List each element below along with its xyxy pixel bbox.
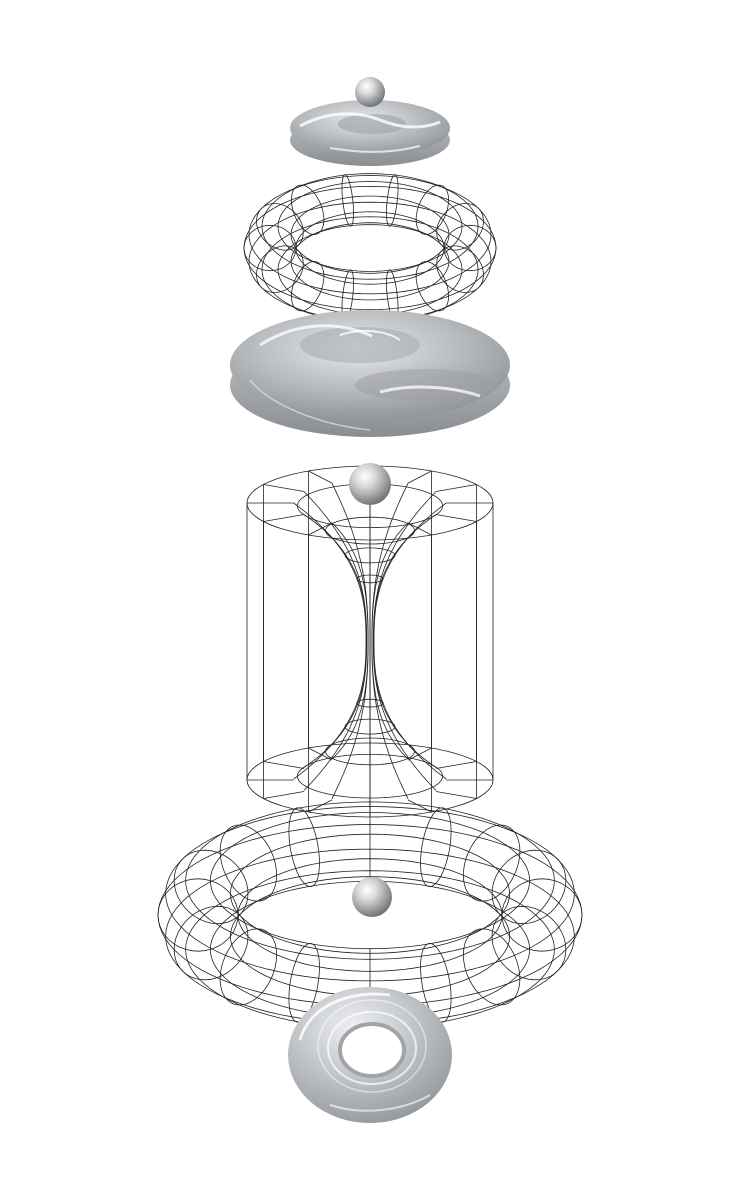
torus-meridian-line <box>462 928 521 1006</box>
sphere-lower <box>352 877 392 917</box>
torus-ring-line <box>261 173 479 280</box>
funnel-rim-spoke <box>308 470 333 484</box>
funnel-meridian-line <box>303 514 367 791</box>
torus-meridian-line <box>256 245 304 293</box>
torus-meridian-line <box>291 261 325 312</box>
funnel-meridian-line <box>373 514 437 791</box>
funnel-meridian-line <box>293 502 367 780</box>
funnel-rim-spoke <box>435 761 477 769</box>
funnel-rim-spoke <box>263 791 305 799</box>
wireframe-torus-lower <box>157 801 583 1029</box>
torus-meridian-line <box>420 942 452 1023</box>
funnel-rim-spoke <box>435 484 477 492</box>
dimpled-disc-top <box>290 100 450 166</box>
torus-meridian-line <box>173 849 249 925</box>
torus-meridian-line <box>386 174 399 227</box>
torus-meridian-line <box>243 224 297 272</box>
funnel-meridian-line <box>331 482 369 760</box>
torus-meridian-line <box>501 878 583 952</box>
torus-meridian-line <box>291 184 325 235</box>
torus-meridian-line <box>288 807 320 888</box>
funnel-meridian-line <box>371 482 409 760</box>
funnel-rim-spoke <box>407 470 432 484</box>
torus-meridian-line <box>462 824 521 902</box>
ring-torus-bottom <box>288 987 452 1123</box>
torus-meridian-line <box>443 224 497 272</box>
torus-meridian-line <box>256 203 304 251</box>
torus-meridian-line <box>341 174 354 227</box>
funnel-rim-spoke <box>407 747 432 761</box>
torus-meridian-line <box>219 824 278 902</box>
wireframe-torus-upper <box>243 173 497 323</box>
funnel-rim-spoke <box>407 522 432 536</box>
funnel-rim-spoke <box>263 761 305 769</box>
funnel-rim-spoke <box>435 514 477 522</box>
funnel-rim-spoke <box>308 522 333 536</box>
dimpled-disc-large <box>230 310 510 437</box>
torus-meridian-line <box>436 245 484 293</box>
funnel-rim-spoke <box>435 791 477 799</box>
sphere-top <box>355 77 385 107</box>
funnel-rim-spoke <box>308 747 333 761</box>
torus-meridian-line <box>157 878 239 952</box>
funnel-meridian-line <box>373 502 447 780</box>
funnel-meridian-line <box>373 491 437 768</box>
torus-meridian-line <box>436 203 484 251</box>
funnel-rim-spoke <box>263 514 305 522</box>
torus-meridian-line <box>288 942 320 1023</box>
sphere-middle <box>349 463 391 505</box>
torus-ring-line <box>261 216 479 323</box>
torus-meridian-line <box>491 849 567 925</box>
funnel-meridian-line <box>303 491 367 768</box>
funnel-rim-spoke <box>263 484 305 492</box>
torus-meridian-line <box>415 184 449 235</box>
torus-meridian-line <box>219 928 278 1006</box>
torus-meridian-line <box>415 261 449 312</box>
wireframe-wormhole-cylinder <box>246 465 494 818</box>
torus-meridian-line <box>420 807 452 888</box>
